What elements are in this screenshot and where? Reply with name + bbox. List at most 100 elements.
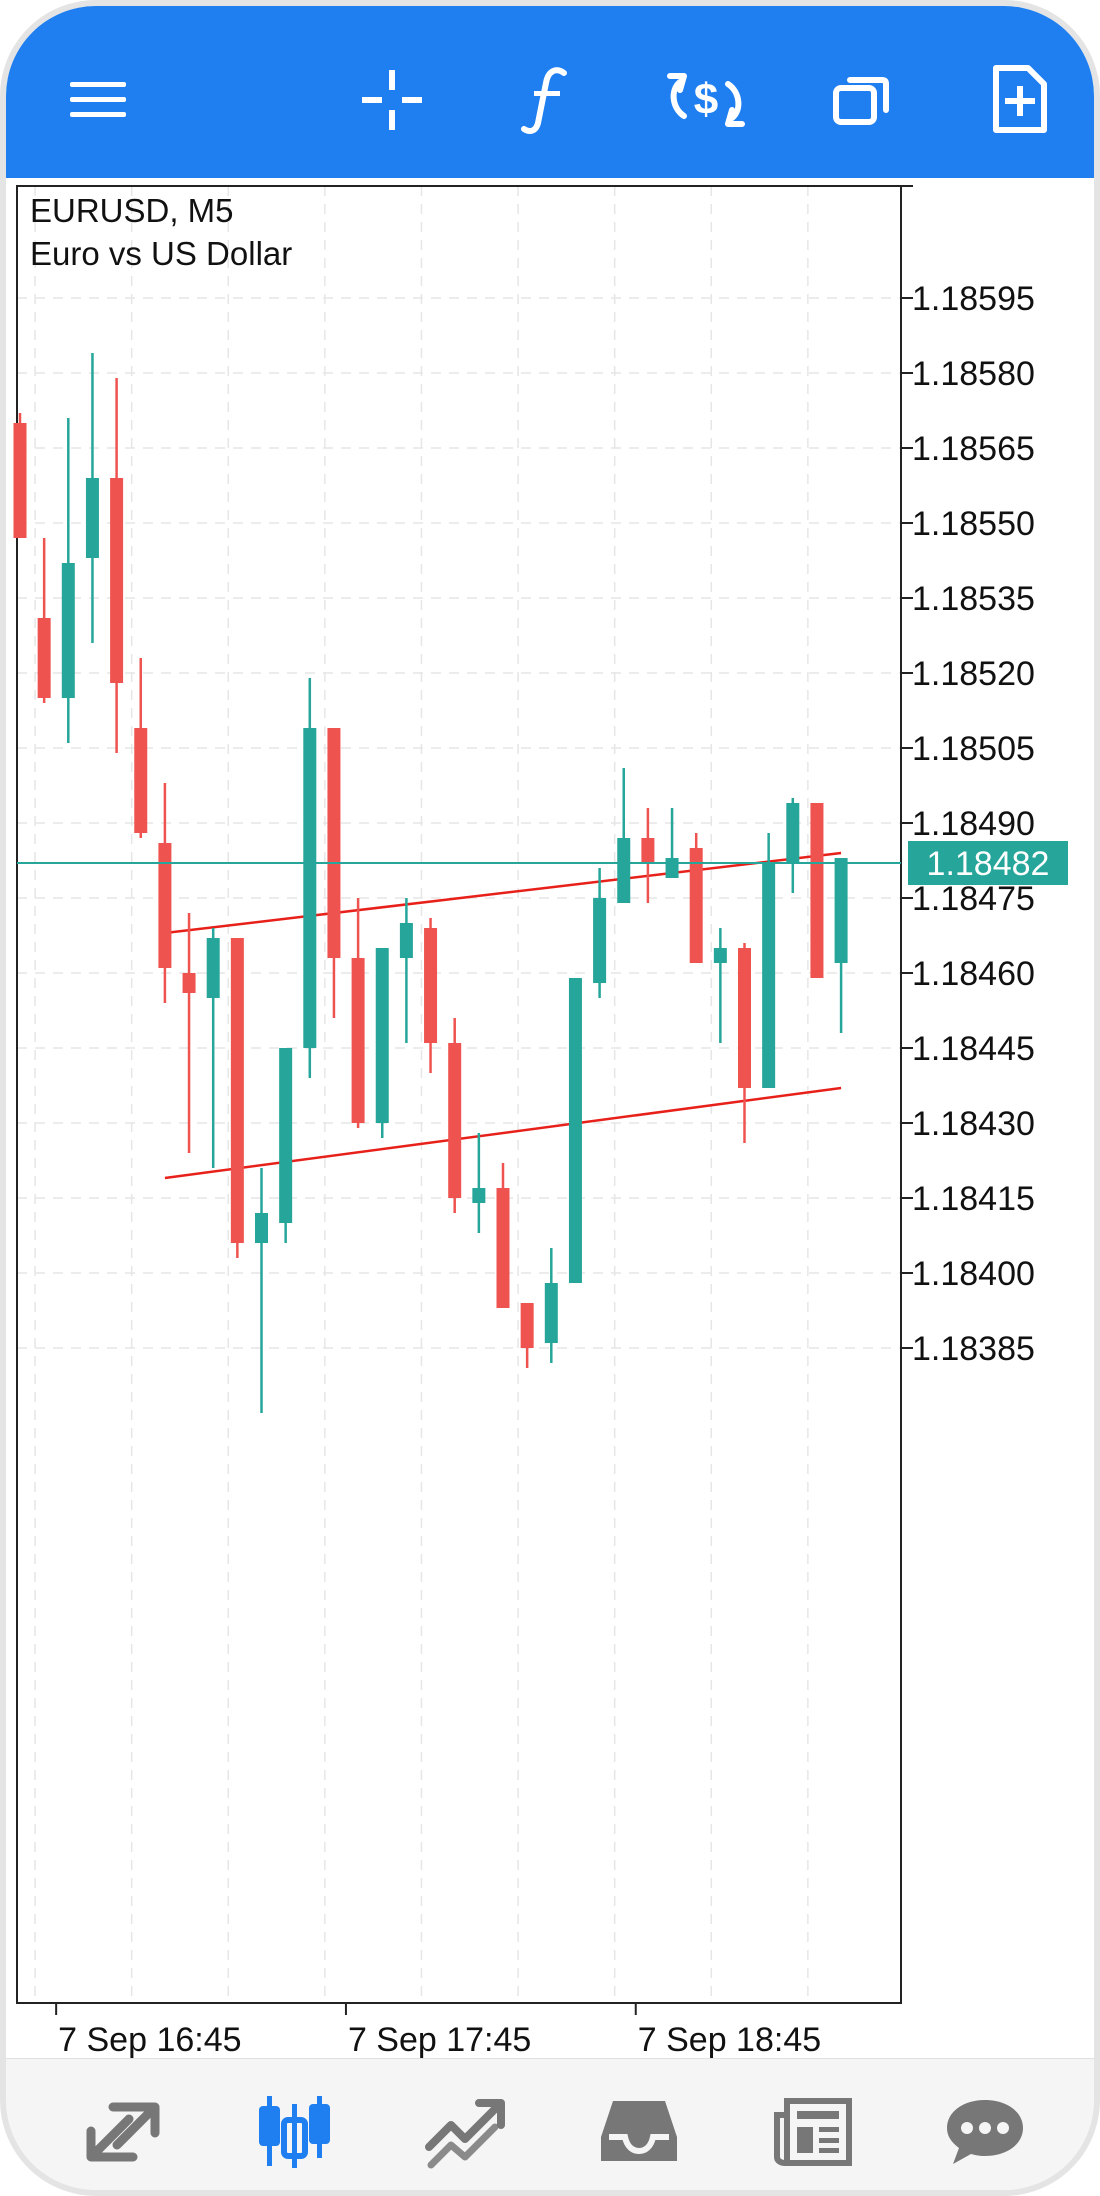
candle-body xyxy=(424,928,438,1043)
candle-body xyxy=(255,1213,268,1243)
windows-button[interactable] xyxy=(814,52,910,148)
quotes-icon xyxy=(86,2102,160,2162)
candle xyxy=(810,803,824,978)
trendline xyxy=(164,851,842,935)
candle-body xyxy=(206,938,220,998)
function-icon xyxy=(521,67,567,134)
nav-trade[interactable] xyxy=(412,2077,522,2187)
candle xyxy=(61,418,75,743)
price-tick-label: 1.18430 xyxy=(912,1105,1035,1143)
chart-symbol-description: Euro vs US Dollar xyxy=(30,235,292,272)
candle-body xyxy=(617,838,631,903)
candle xyxy=(641,808,655,903)
candle-body xyxy=(593,898,607,983)
candle-body xyxy=(762,863,776,1088)
candle xyxy=(617,768,631,903)
candle xyxy=(110,378,124,753)
new-order-button[interactable] xyxy=(972,52,1068,148)
candle-body xyxy=(182,973,196,993)
candle xyxy=(496,1163,510,1308)
price-tick-label: 1.18595 xyxy=(912,280,1035,318)
candle-body xyxy=(544,1283,558,1343)
chat-icon xyxy=(947,2100,1023,2164)
price-tick-label: 1.18520 xyxy=(912,655,1035,693)
candle-body xyxy=(520,1303,534,1348)
nav-chart[interactable] xyxy=(240,2077,350,2187)
candle-body xyxy=(472,1188,486,1203)
price-tick-label: 1.18460 xyxy=(912,955,1035,993)
price-tick-label: 1.18505 xyxy=(912,730,1035,768)
candle xyxy=(520,1303,534,1368)
trendlines xyxy=(164,851,842,1180)
candle-body xyxy=(786,803,800,863)
new-order-icon xyxy=(993,65,1047,133)
candle-body xyxy=(689,848,703,963)
candle-body xyxy=(641,838,655,863)
news-icon xyxy=(774,2098,852,2166)
candle-body xyxy=(230,938,244,1243)
candle xyxy=(158,783,172,1003)
candle xyxy=(230,938,244,1258)
current-price-line: 1.18482 xyxy=(17,841,1068,885)
trade-shortcut-button[interactable]: $ xyxy=(658,52,754,148)
nav-messages[interactable] xyxy=(930,2077,1040,2187)
candle xyxy=(375,948,389,1138)
candle xyxy=(351,898,365,1128)
price-tick-label: 1.18385 xyxy=(912,1330,1035,1368)
time-tick-label: 7 Sep 17:45 xyxy=(348,2021,531,2059)
price-tick-label: 1.18580 xyxy=(912,355,1035,393)
time-tick-label: 7 Sep 18:45 xyxy=(638,2021,821,2059)
candle xyxy=(544,1248,558,1363)
chart-area[interactable]: 1.18482 1.18595 1.18580 1.18565 1.18550 1.18… xyxy=(6,178,1100,2068)
price-tick-label: 1.18535 xyxy=(912,580,1035,618)
candle-body xyxy=(61,563,75,698)
candlestick-chart[interactable]: 1.18482 1.185951.185801.185651.185501.18… xyxy=(6,178,1100,2068)
crosshair-button[interactable] xyxy=(344,52,440,148)
candle xyxy=(713,928,727,1043)
time-tick-label: 7 Sep 16:45 xyxy=(58,2021,241,2059)
candle-body xyxy=(110,478,124,683)
candle-body xyxy=(834,858,848,963)
candle xyxy=(279,1048,293,1243)
candle-body xyxy=(303,728,317,1048)
candle-body xyxy=(713,948,727,963)
candlestick-icon xyxy=(259,2096,330,2168)
dollar-exchange-icon: $ xyxy=(667,73,745,127)
menu-button[interactable] xyxy=(50,52,146,148)
candle xyxy=(134,658,148,838)
bottom-navigation xyxy=(6,2058,1094,2190)
candle-body xyxy=(665,858,679,878)
candle-body xyxy=(351,958,365,1123)
price-axis: 1.18595 1.18580 1.18565 1.18550 1.18535 1.185… xyxy=(901,185,1035,1368)
candle-body xyxy=(496,1188,510,1308)
chart-symbol-title: EURUSD, M5 xyxy=(30,192,234,229)
nav-history[interactable] xyxy=(584,2077,694,2187)
candle-body xyxy=(158,843,172,968)
inbox-icon xyxy=(601,2101,677,2161)
candle xyxy=(303,678,317,1078)
candle xyxy=(665,808,679,878)
candle xyxy=(182,913,196,1153)
nav-news[interactable] xyxy=(758,2077,868,2187)
candle xyxy=(85,353,99,643)
price-tick-label: 1.18400 xyxy=(912,1255,1035,1293)
candle xyxy=(568,978,582,1283)
svg-text:$: $ xyxy=(694,75,718,124)
candle xyxy=(13,413,27,538)
candle-body xyxy=(810,803,824,978)
candle-body xyxy=(399,923,413,958)
nav-quotes[interactable] xyxy=(68,2077,178,2187)
candle-body xyxy=(85,478,99,558)
current-price-label: 1.18482 xyxy=(927,845,1050,883)
candle-body xyxy=(279,1048,293,1223)
candle xyxy=(448,1018,462,1213)
candle xyxy=(255,1168,268,1413)
candle xyxy=(472,1133,486,1233)
indicators-button[interactable] xyxy=(500,52,596,148)
candles xyxy=(13,353,848,1413)
candle xyxy=(689,833,703,963)
candle xyxy=(762,833,776,1088)
current-price-badge xyxy=(908,841,1068,885)
candle-body xyxy=(13,423,27,538)
